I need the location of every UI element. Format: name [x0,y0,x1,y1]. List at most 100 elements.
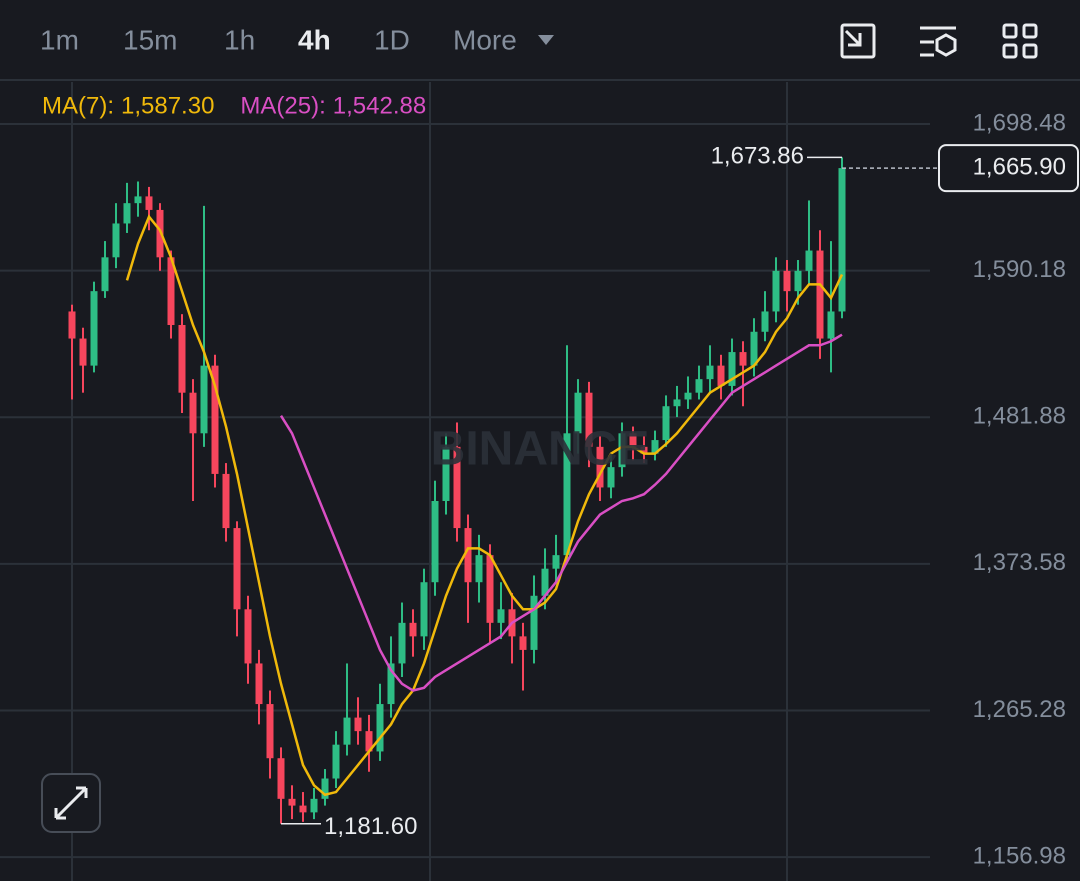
interval-tab[interactable]: More [453,24,517,55]
candle-body [112,223,120,258]
candle-body [167,257,175,326]
candle-body [827,311,835,339]
candle-body [739,352,747,366]
interval-tab[interactable]: 1m [40,24,79,55]
low-marker-label: 1,181.60 [324,813,417,840]
candle-body [607,467,615,488]
y-tick-label: 1,265.28 [973,696,1066,723]
candle-body [453,446,461,529]
expand-icon [54,786,88,820]
candle-body [79,338,87,366]
candle-body [387,663,395,705]
candle-body [442,446,450,501]
y-tick-label: 1,156.98 [973,842,1066,869]
candle-body [332,744,340,779]
interval-tab[interactable]: 1h [224,24,255,55]
candle-body [420,582,428,637]
interval-tab[interactable]: 4h [298,24,331,55]
toolbar-icons [840,23,1038,59]
candle-body [277,758,285,799]
candle-body [134,196,142,204]
fullscreen-button[interactable] [41,773,101,833]
candle-body [233,528,241,610]
candle-body [266,704,274,759]
y-tick-label: 1,373.58 [973,549,1066,576]
dropdown-arrow [538,35,554,45]
candle-body [365,731,373,752]
candle-body [662,406,670,441]
candle-body [684,392,692,400]
candle-body [519,636,527,650]
interval-tab[interactable]: 1D [374,24,410,55]
layout-button[interactable] [1002,23,1038,59]
candle-body [618,433,626,468]
candle-body [497,609,505,623]
candle-body [123,203,131,224]
candle-body [486,555,494,623]
interval-tab[interactable]: 15m [123,24,177,55]
candle-body [783,270,791,292]
plot-area: 1,156.98 1,265.28 1,373.58 1,481.88 1,590.18… [0,82,1079,881]
candle-body [464,528,472,583]
candle-body [640,446,648,454]
candle-body [354,717,362,732]
candle-body [805,250,813,271]
candle-body [673,399,681,407]
candle-body [145,196,153,210]
ma-line [279,333,843,692]
candle-body [398,622,406,664]
candle-body [156,209,164,258]
candle-body [310,798,318,813]
candle-body [90,291,98,366]
candle-body [255,663,263,705]
chart-mode-button[interactable] [840,23,876,59]
candle-body [321,778,329,799]
candle-body [200,365,208,434]
y-tick-label: 1,481.88 [973,403,1066,430]
candle-body [431,500,439,583]
watermark: BINANCE [431,423,650,476]
interval-tabs: 1m 15m 1h 4h 1D More [40,24,554,55]
candle-body [475,555,483,583]
candle-body [717,365,725,386]
candle-body [552,555,560,569]
legend-value: 1,587.30 [121,92,214,119]
candle-body [211,365,219,474]
legend-name: MA(25): [240,92,325,119]
legend-value: 1,542.88 [333,92,426,119]
candle-body [585,392,593,447]
candle-body [816,250,824,339]
candle-body [222,473,230,529]
candle-body [343,717,351,745]
last-price-label: 1,665.90 [973,153,1066,180]
candle-body [409,622,417,637]
candle-body [596,446,604,488]
candle-body [376,704,384,752]
high-marker-label: 1,673.86 [711,143,804,170]
candle-body [695,379,703,393]
y-tick-label: 1,698.48 [973,109,1066,136]
candle-body [530,595,538,650]
candle-body [563,433,571,556]
y-tick-label: 1,590.18 [973,256,1066,283]
candle-body [68,311,76,339]
candle-body [750,331,758,366]
candle-body [794,270,802,292]
candle-body [299,805,307,813]
candle-body [706,365,714,380]
candle-body [541,568,549,596]
legend-name: MA(7): [42,92,114,119]
candle-body [101,257,109,292]
candle-body [574,392,582,434]
candle-body [629,433,637,447]
indicator-button[interactable] [920,26,957,57]
candle-body [772,270,780,312]
candle-body [728,352,736,386]
candle-body [761,311,769,332]
candle-body [838,168,846,312]
candle-body [244,609,252,664]
candle-body [178,325,186,393]
